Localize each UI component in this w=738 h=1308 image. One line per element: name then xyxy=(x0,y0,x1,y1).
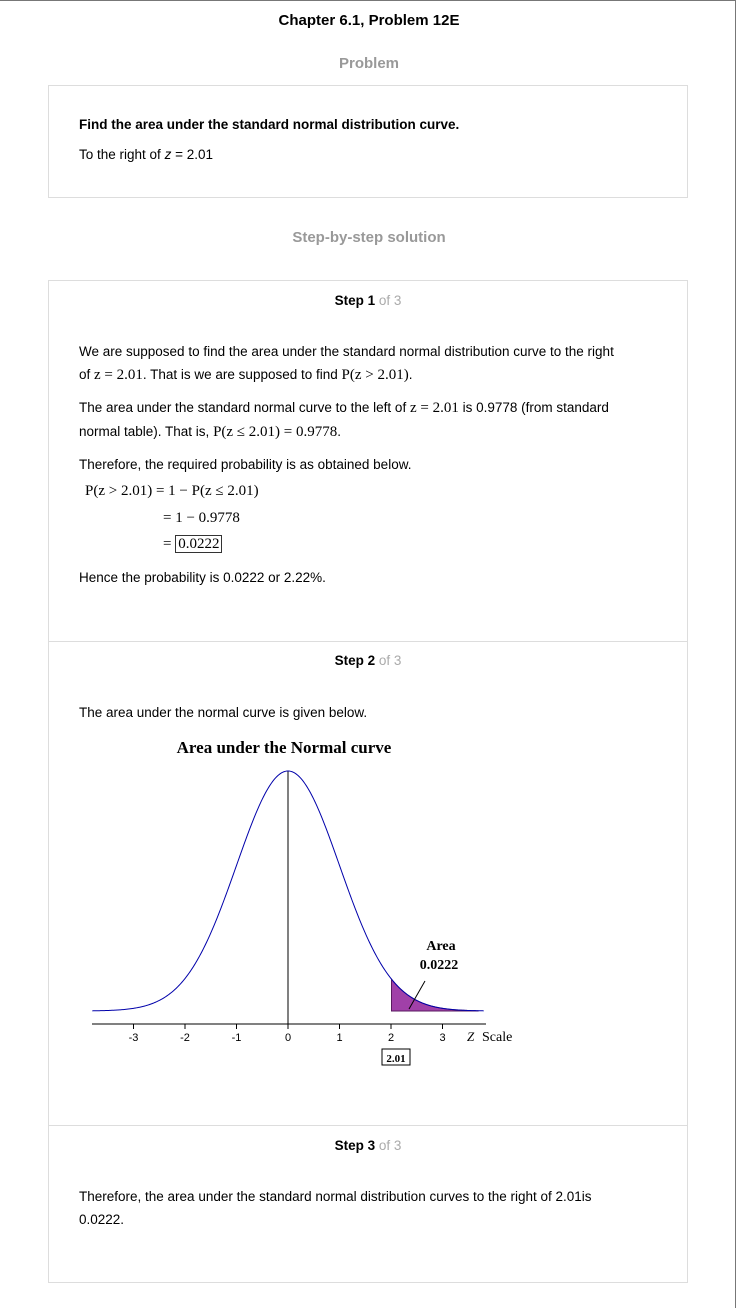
step-1-conclusion: Hence the probability is 0.0222 or 2.22%… xyxy=(79,570,326,585)
problem-prompt: Find the area under the standard normal … xyxy=(79,117,460,132)
x-tick-label: 2 xyxy=(388,1032,394,1044)
chart-title: Area under the Normal curve xyxy=(177,738,392,757)
step-3-label: Step 3 xyxy=(334,1138,376,1153)
x-tick-label: 0 xyxy=(285,1032,291,1044)
solution-box xyxy=(48,280,688,1283)
problem-detail: To the right of z = 2.01 xyxy=(79,143,213,166)
step-1-header: Step 1 of 3 xyxy=(48,293,688,308)
step-1-para-2a: The area under the standard normal curve… xyxy=(79,396,609,420)
page-title: Chapter 6.1, Problem 12E xyxy=(278,12,460,29)
problem-heading: Problem xyxy=(338,55,399,72)
step-1-para-2d-text: . xyxy=(337,424,342,439)
step-1-math-prob: P(z > 2.01) xyxy=(341,367,409,383)
equation-line-3: = 0.0222 xyxy=(163,535,223,553)
normal-curve xyxy=(92,770,484,1012)
equation-equals: = xyxy=(163,536,172,552)
step-1-para-1b-text: of xyxy=(79,367,95,382)
annotation-value: 0.0222 xyxy=(420,958,459,973)
step-divider-2 xyxy=(49,1125,687,1126)
step-divider-1 xyxy=(49,641,687,642)
step-1-para-2b-text: is 0.9778 (from standard xyxy=(458,400,609,415)
solution-heading: Step-by-step solution xyxy=(292,229,446,246)
step-1-para-3: Therefore, the required probability is a… xyxy=(79,457,412,472)
problem-box xyxy=(48,85,688,198)
step-1-of: of 3 xyxy=(375,293,402,308)
step-1-math-left: P(z ≤ 2.01) = 0.9778 xyxy=(213,424,338,440)
x-tick-label: -1 xyxy=(232,1032,242,1044)
step-3-of: of 3 xyxy=(375,1138,402,1153)
cutoff-label: 2.01 xyxy=(386,1053,405,1065)
step-1-para-2a-text: The area under the standard normal curve… xyxy=(79,400,410,415)
step-1-para-1a: We are supposed to find the area under t… xyxy=(79,344,614,359)
step-1-math-z2: z = 2.01 xyxy=(409,400,459,416)
step-1-label: Step 1 xyxy=(334,293,376,308)
problem-detail-var: z xyxy=(164,147,172,162)
step-3-header: Step 3 of 3 xyxy=(48,1138,688,1153)
annotation-pointer xyxy=(408,980,426,1010)
step-1-para-1d-text: . xyxy=(408,367,413,382)
equation-rhs-1: = 1 − P(z ≤ 2.01) xyxy=(155,483,259,499)
step-1-para-2c-text: normal table). That is, xyxy=(79,424,214,439)
problem-detail-prefix: To the right of xyxy=(79,147,165,162)
x-tick-label: 1 xyxy=(336,1032,342,1044)
page-border-top xyxy=(0,0,736,1)
equation-line-1: P(z > 2.01) = 1 − P(z ≤ 2.01) xyxy=(85,483,259,500)
step-1-para-1c-text: . That is we are supposed to find xyxy=(142,367,342,382)
equation-line-2: = 1 − 0.9778 xyxy=(163,510,240,526)
step-2-label: Step 2 xyxy=(334,653,376,668)
step-1-math-z: z = 2.01 xyxy=(94,367,143,383)
page-border-right xyxy=(735,0,736,1308)
step-2-text: The area under the normal curve is given… xyxy=(79,705,368,720)
step-3-text-b: 0.0222. xyxy=(79,1212,125,1227)
x-axis-var: Z xyxy=(467,1029,475,1044)
x-axis-label: Scale xyxy=(482,1030,512,1045)
step-3-text-a: Therefore, the area under the standard n… xyxy=(79,1189,592,1204)
x-tick-label: -2 xyxy=(180,1032,190,1044)
x-tick-label: 3 xyxy=(439,1032,445,1044)
step-1-para-2c: normal table). That is, P(z ≤ 2.01) = 0.… xyxy=(79,420,341,444)
problem-detail-suffix: = 2.01 xyxy=(171,147,213,162)
step-2-of: of 3 xyxy=(375,653,402,668)
step-2-header: Step 2 of 3 xyxy=(48,653,688,668)
step-1-para-1b: of z = 2.01. That is we are supposed to … xyxy=(79,363,412,387)
equation-lhs: P(z > 2.01) xyxy=(85,483,153,499)
x-tick-label: -3 xyxy=(129,1032,139,1044)
annotation-label: Area xyxy=(426,939,455,954)
cutoff-box xyxy=(381,1048,411,1066)
answer-box: 0.0222 xyxy=(175,535,223,553)
shaded-area xyxy=(391,977,479,1012)
